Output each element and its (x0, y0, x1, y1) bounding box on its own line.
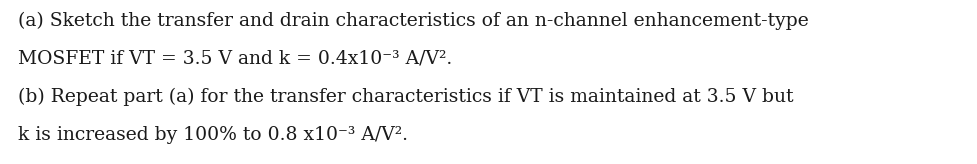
Text: k is increased by 100% to 0.8 x10⁻³ A/V².: k is increased by 100% to 0.8 x10⁻³ A/V²… (18, 126, 407, 144)
Text: (b) Repeat part (a) for the transfer characteristics if VT is maintained at 3.5 : (b) Repeat part (a) for the transfer cha… (18, 88, 792, 106)
Text: (a) Sketch the transfer and drain characteristics of an n-channel enhancement-ty: (a) Sketch the transfer and drain charac… (18, 12, 808, 30)
Text: MOSFET if VT = 3.5 V and k = 0.4x10⁻³ A/V².: MOSFET if VT = 3.5 V and k = 0.4x10⁻³ A/… (18, 50, 451, 68)
